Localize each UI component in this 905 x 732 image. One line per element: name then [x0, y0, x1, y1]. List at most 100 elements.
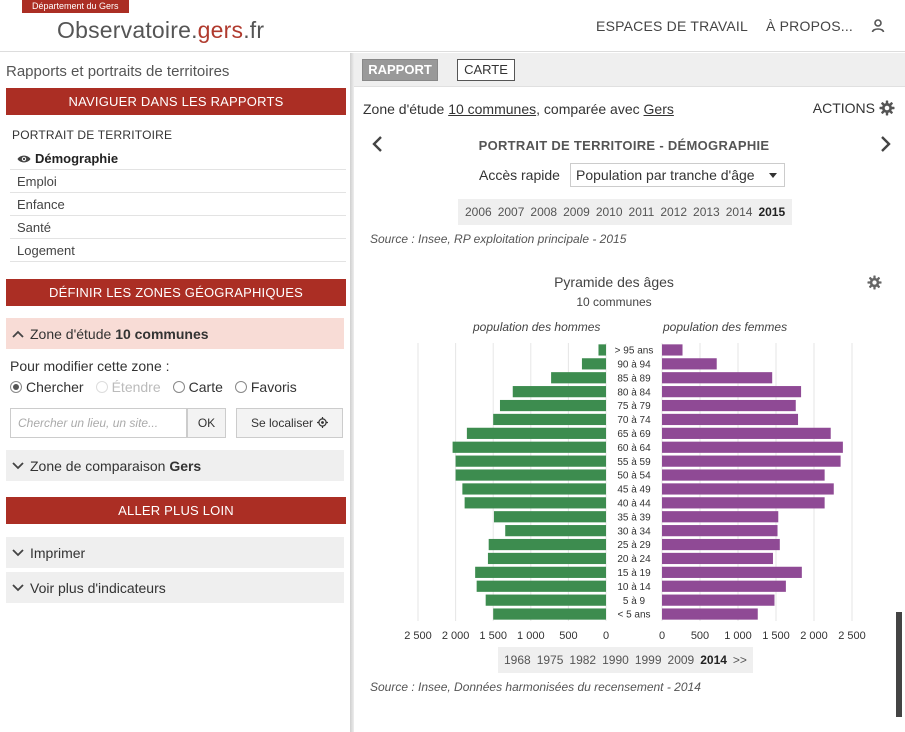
men-bar[interactable]	[466, 427, 606, 439]
women-bar[interactable]	[662, 427, 831, 439]
tab-rapport[interactable]: RAPPORT	[362, 59, 438, 81]
year-option[interactable]: 2006	[465, 205, 492, 219]
year-option[interactable]: 1968	[504, 653, 531, 667]
section-portrait-label[interactable]: PORTRAIT DE TERRITOIRE	[12, 128, 173, 142]
year-option[interactable]: >>	[732, 653, 747, 667]
next-report-icon[interactable]	[879, 135, 893, 153]
men-bar[interactable]	[505, 525, 606, 537]
define-zones-bar[interactable]: DÉFINIR LES ZONES GÉOGRAPHIQUES	[6, 279, 346, 306]
more-indicators-toggle[interactable]: Voir plus d'indicateurs	[6, 572, 344, 603]
comparison-zone-toggle[interactable]: Zone de comparaison Gers	[6, 450, 344, 481]
men-bar[interactable]	[598, 344, 606, 356]
women-bar[interactable]	[662, 580, 786, 592]
year-option[interactable]: 2008	[530, 205, 558, 219]
year-option[interactable]: 1999	[634, 653, 662, 667]
women-bar[interactable]	[662, 538, 780, 551]
prev-report-icon[interactable]	[370, 135, 384, 153]
year-option[interactable]: 2012	[660, 205, 688, 219]
year-option[interactable]: 2009	[667, 653, 695, 667]
men-bar[interactable]	[493, 511, 606, 523]
department-badge[interactable]: Département du Gers	[22, 0, 129, 13]
locate-button[interactable]: Se localiser	[236, 408, 343, 438]
men-bar[interactable]	[551, 372, 606, 384]
actions-button[interactable]: ACTIONS	[813, 100, 895, 116]
men-bar[interactable]	[476, 580, 606, 592]
tab-carte[interactable]: CARTE	[457, 59, 515, 81]
men-bar[interactable]	[452, 441, 606, 453]
chart-settings-icon[interactable]	[867, 275, 882, 290]
more-indicators-label: Voir plus d'indicateurs	[30, 580, 166, 596]
women-bar[interactable]	[662, 358, 717, 370]
women-bar[interactable]	[662, 372, 773, 384]
radio-dot[interactable]	[234, 381, 247, 393]
radio-chercher[interactable]: Chercher	[10, 379, 84, 395]
women-bar[interactable]	[662, 511, 779, 523]
panel-divider[interactable]	[350, 53, 354, 732]
men-bar[interactable]	[493, 608, 606, 620]
women-bar[interactable]	[662, 469, 825, 481]
year-option[interactable]: 1982	[569, 653, 597, 667]
men-bar[interactable]	[464, 497, 606, 509]
men-bar[interactable]	[455, 455, 606, 467]
sidebar-item-sante[interactable]: Santé	[10, 216, 346, 239]
men-bar[interactable]	[475, 566, 606, 578]
women-bar[interactable]	[662, 483, 834, 495]
scrollbar[interactable]	[895, 196, 903, 721]
women-bar[interactable]	[662, 497, 825, 509]
year-option[interactable]: 2013	[693, 205, 720, 219]
women-bar[interactable]	[662, 399, 796, 412]
women-bar[interactable]	[662, 413, 799, 426]
x-tick-label: 500	[559, 630, 577, 642]
women-bar[interactable]	[662, 455, 841, 467]
study-zone-link[interactable]: 10 communes	[448, 101, 537, 117]
men-bar[interactable]	[487, 552, 606, 565]
women-bar[interactable]	[662, 344, 683, 356]
year-option[interactable]: 1975	[536, 653, 564, 667]
men-bar[interactable]	[485, 594, 606, 606]
ok-button[interactable]: OK	[187, 408, 226, 438]
women-bar[interactable]	[662, 552, 773, 565]
sidebar-item-emploi[interactable]: Emploi	[10, 170, 346, 193]
radio-dot[interactable]	[10, 381, 22, 393]
men-bar[interactable]	[455, 469, 606, 481]
year-option[interactable]: 2010	[595, 205, 623, 219]
user-icon[interactable]	[871, 19, 885, 33]
scrollbar-thumb[interactable]	[896, 612, 902, 717]
year-option[interactable]: 2011	[628, 205, 655, 219]
radio-dot[interactable]	[172, 381, 185, 393]
men-bar[interactable]	[499, 399, 606, 412]
men-bar[interactable]	[512, 386, 606, 398]
women-bar[interactable]	[662, 566, 802, 578]
radio-carte[interactable]: Carte	[172, 379, 223, 395]
nav-about[interactable]: À PROPOS...	[766, 18, 853, 34]
sidebar-item-demographie[interactable]: Démographie	[10, 147, 346, 170]
quick-access-select[interactable]: Population par tranche d'âge	[570, 163, 785, 187]
go-further-bar[interactable]: ALLER PLUS LOIN	[6, 497, 346, 524]
year-option[interactable]: 2015	[758, 205, 786, 219]
year-option[interactable]: 1990	[602, 653, 629, 667]
sidebar-item-logement[interactable]: Logement	[10, 239, 346, 262]
nav-workspaces[interactable]: ESPACES DE TRAVAIL	[596, 18, 748, 34]
year-option[interactable]: 2014	[725, 205, 753, 219]
year-option[interactable]: 2009	[563, 205, 590, 219]
women-bar[interactable]	[662, 386, 802, 398]
men-bar[interactable]	[493, 413, 606, 426]
men-bar[interactable]	[581, 358, 606, 370]
navigate-reports-bar[interactable]: NAVIGUER DANS LES RAPPORTS	[6, 88, 346, 115]
radio-favoris[interactable]: Favoris	[234, 379, 297, 395]
women-bar[interactable]	[662, 594, 775, 606]
women-bar[interactable]	[662, 441, 843, 453]
sidebar-item-enfance[interactable]: Enfance	[10, 193, 346, 216]
year-option[interactable]: 2014	[700, 653, 727, 667]
compare-zone-link[interactable]: Gers	[643, 101, 674, 117]
print-toggle[interactable]: Imprimer	[6, 537, 344, 568]
men-bar[interactable]	[462, 483, 606, 495]
women-bar[interactable]	[662, 525, 778, 537]
site-logo[interactable]: Observatoire.gers.fr	[57, 17, 264, 44]
search-place-input[interactable]	[10, 408, 187, 438]
men-bar[interactable]	[488, 538, 606, 551]
year-option[interactable]: 2007	[497, 205, 525, 219]
study-zone-toggle[interactable]: Zone d'étude 10 communes	[6, 318, 344, 349]
chevron-down-icon	[12, 450, 24, 470]
women-bar[interactable]	[662, 608, 758, 620]
